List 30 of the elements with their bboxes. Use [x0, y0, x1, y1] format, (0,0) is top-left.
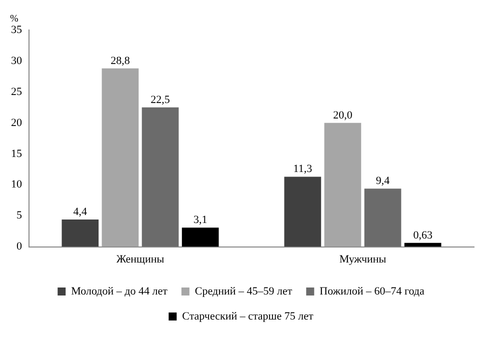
data-label: 4,4 — [73, 206, 88, 218]
y-tick-label: 35 — [11, 24, 22, 36]
data-label: 9,4 — [376, 174, 390, 187]
data-label: 22,5 — [150, 94, 170, 106]
legend-label: Старческий – старше 75 лет — [182, 310, 314, 322]
data-label: 20,0 — [333, 109, 353, 122]
legend-label: Пожилой – 60–74 года — [320, 285, 424, 298]
legend-label: Средний – 45–59 лет — [194, 285, 292, 298]
y-tick-label: 5 — [16, 210, 22, 222]
bar — [182, 228, 219, 247]
y-axis-title: % — [10, 14, 18, 25]
bar — [142, 107, 179, 247]
bar — [102, 68, 139, 247]
bar — [364, 188, 402, 247]
y-tick-label: 20 — [11, 116, 22, 129]
bar — [324, 122, 362, 247]
data-label: 0,63 — [413, 229, 433, 242]
y-tick-label: 0 — [16, 240, 22, 253]
y-tick-label: 10 — [11, 178, 22, 191]
data-label: 3,1 — [193, 214, 208, 226]
y-tick-label: 30 — [11, 54, 22, 67]
y-tick-label: 15 — [11, 148, 22, 160]
bar — [62, 220, 99, 247]
x-tick-label: Мужчины — [339, 253, 387, 266]
data-label: 11,3 — [293, 163, 313, 176]
x-tick-label: Женщины — [116, 253, 165, 266]
data-label: 28,8 — [110, 54, 130, 67]
y-tick-label: 25 — [11, 86, 22, 98]
bar — [284, 176, 322, 247]
legend-label: Молодой – до 44 лет — [71, 285, 168, 298]
